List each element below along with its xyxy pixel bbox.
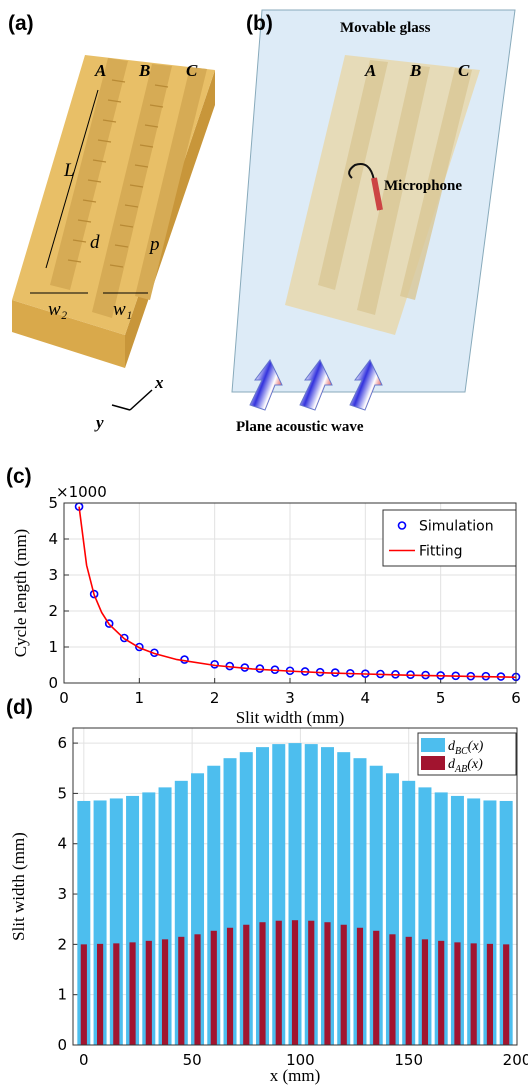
- bar: [81, 944, 87, 1045]
- device-a: [12, 55, 215, 410]
- legend-swatch: [421, 756, 445, 770]
- panel-label: (a): [8, 12, 34, 35]
- x-axis-label: x (mm): [270, 1066, 321, 1085]
- x-tick-label: 4: [361, 689, 371, 707]
- port-label: B: [409, 61, 421, 80]
- x-tick-label: 6: [511, 689, 521, 707]
- y-axis-label: Slit width (mm): [9, 832, 28, 941]
- y-axis-label: Cycle length (mm): [11, 529, 30, 657]
- bar: [357, 928, 363, 1045]
- bar: [471, 943, 477, 1045]
- bar: [276, 921, 282, 1045]
- y-tick-label: 2: [57, 935, 67, 953]
- y-tick-label: 0: [57, 1036, 67, 1054]
- bar: [487, 944, 493, 1045]
- bar: [194, 934, 200, 1045]
- y-tick-label: 3: [48, 566, 58, 584]
- bar: [422, 939, 428, 1045]
- bar: [178, 937, 184, 1045]
- y-multiplier: ×1000: [56, 483, 107, 501]
- x-tick-label: 150: [394, 1051, 423, 1069]
- port-label: A: [364, 61, 376, 80]
- bar: [243, 925, 249, 1045]
- microphone-label: Microphone: [384, 178, 462, 194]
- x-tick-label: 200: [503, 1051, 528, 1069]
- bar: [146, 941, 152, 1045]
- bar: [113, 943, 119, 1045]
- x-tick-label: 0: [79, 1051, 89, 1069]
- x-tick-label: 1: [135, 689, 145, 707]
- dimension-label: w₂: [48, 299, 68, 320]
- dimension-label: L: [63, 160, 75, 181]
- panel-label: (d): [6, 696, 33, 719]
- y-tick-label: 1: [57, 986, 67, 1004]
- y-tick-label: 6: [57, 734, 67, 752]
- bar: [292, 920, 298, 1045]
- port-label: C: [186, 61, 198, 80]
- y-tick-label: 0: [48, 674, 58, 692]
- dimension-label: d: [90, 232, 100, 253]
- x-tick-label: 3: [285, 689, 295, 707]
- panel-label: (b): [246, 12, 273, 35]
- figure: (a) A B C L d p w₂ w₁ x y (b) Movable gl…: [0, 0, 528, 1088]
- x-tick-label: 2: [210, 689, 220, 707]
- axis-label: x: [154, 373, 164, 392]
- wave-label: Plane acoustic wave: [236, 419, 364, 435]
- y-tick-label: 3: [57, 885, 67, 903]
- bar: [211, 931, 217, 1045]
- bar: [373, 931, 379, 1045]
- legend-label: Fitting: [419, 544, 463, 560]
- y-tick-label: 5: [57, 784, 67, 802]
- legend-label: Simulation: [419, 519, 494, 535]
- bar: [308, 921, 314, 1045]
- glass-label: Movable glass: [340, 20, 431, 36]
- dimension-label: p: [148, 234, 160, 255]
- bar: [259, 922, 265, 1045]
- panel-label: (c): [6, 465, 32, 488]
- bar: [389, 934, 395, 1045]
- bar: [454, 942, 460, 1045]
- y-tick-label: 1: [48, 638, 58, 656]
- legend-swatch: [421, 738, 445, 752]
- bar: [406, 937, 412, 1045]
- y-tick-label: 2: [48, 602, 58, 620]
- bar: [162, 939, 168, 1045]
- port-label: C: [458, 61, 470, 80]
- port-label: B: [138, 61, 150, 80]
- dimension-label: w₁: [113, 299, 132, 320]
- x-tick-label: 50: [183, 1051, 202, 1069]
- x-axis-label: Slit width (mm): [236, 708, 345, 727]
- x-tick-label: 5: [436, 689, 446, 707]
- port-label: A: [94, 61, 106, 80]
- y-tick-label: 4: [48, 530, 58, 548]
- bar: [97, 944, 103, 1045]
- bar: [438, 941, 444, 1045]
- bar: [341, 925, 347, 1045]
- bar: [503, 944, 509, 1045]
- bar: [129, 942, 135, 1045]
- page: {"illustrations":{ "a":{"label":"(a)","p…: [0, 0, 528, 1088]
- bar: [227, 928, 233, 1045]
- y-tick-label: 4: [57, 835, 67, 853]
- x-tick-label: 0: [59, 689, 69, 707]
- bar: [324, 922, 330, 1045]
- axis-label: y: [94, 413, 104, 432]
